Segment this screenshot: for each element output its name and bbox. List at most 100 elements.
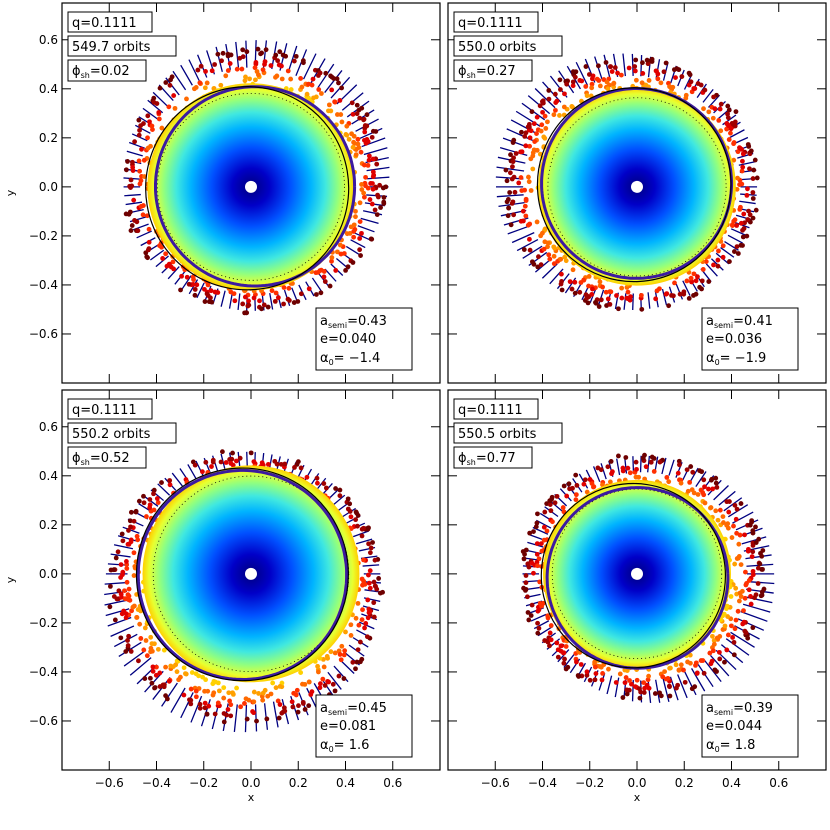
particle (518, 175, 524, 180)
particle (513, 151, 519, 156)
particle (540, 109, 545, 115)
particle (164, 263, 170, 269)
spoke-line (254, 704, 258, 732)
particle (625, 289, 631, 295)
spoke-line (511, 232, 535, 244)
particle (739, 181, 745, 187)
particle (720, 254, 726, 260)
particle (561, 660, 567, 666)
particle (644, 57, 650, 63)
particle (523, 213, 529, 219)
y-tick-label: 0.0 (39, 567, 58, 581)
particle (281, 285, 287, 290)
particle (652, 691, 658, 696)
particle (239, 66, 245, 72)
particle (711, 94, 717, 100)
particle (301, 60, 306, 66)
particle (596, 304, 602, 309)
x-tick-label: −0.4 (528, 776, 557, 790)
particle (726, 137, 732, 142)
spoke-line (741, 536, 767, 545)
particle (264, 716, 270, 722)
particle (544, 501, 550, 507)
particle (701, 477, 707, 483)
particle (570, 69, 576, 75)
particle (728, 126, 734, 132)
particle (326, 679, 332, 685)
particle (658, 80, 664, 86)
particle (526, 564, 532, 570)
particle (136, 658, 141, 664)
particle (259, 50, 265, 56)
particle (678, 662, 684, 668)
particle (648, 459, 654, 465)
y-tick-label: 0.4 (39, 82, 58, 96)
particle (353, 615, 359, 621)
particle (685, 488, 691, 494)
particle (178, 674, 183, 680)
particle (129, 223, 135, 228)
particle (321, 274, 327, 280)
particle (522, 203, 528, 209)
particle (608, 459, 614, 464)
particle (691, 86, 697, 91)
particle (348, 224, 354, 230)
spoke-line (142, 107, 159, 120)
particle (211, 678, 217, 684)
particle (720, 243, 726, 249)
particle (600, 284, 605, 290)
particle (708, 505, 714, 510)
particle (713, 508, 719, 514)
particle (202, 688, 207, 694)
particle (163, 664, 168, 670)
particle (320, 676, 326, 682)
particle (725, 521, 731, 527)
particle (317, 681, 323, 687)
particle (657, 459, 663, 465)
particle (535, 563, 540, 569)
particle (658, 693, 664, 699)
spoke-line (534, 88, 556, 109)
spoke-line (622, 53, 627, 77)
particle (572, 74, 578, 80)
particle (624, 687, 630, 693)
particle (649, 56, 655, 62)
particle (202, 700, 208, 706)
particle (573, 472, 579, 478)
particle (576, 674, 582, 679)
legend-q: q=0.1111 (453, 398, 539, 420)
particle (188, 701, 194, 707)
legend-q: q=0.1111 (67, 11, 153, 33)
particle (525, 610, 531, 615)
particle (202, 705, 208, 711)
particle (147, 675, 153, 681)
spoke-line (324, 268, 337, 282)
particle (291, 58, 297, 64)
particle (128, 509, 134, 515)
spoke-line (702, 88, 714, 103)
spoke-line (516, 238, 539, 252)
spoke-line (603, 54, 611, 79)
particle (317, 268, 323, 274)
particle (743, 582, 749, 588)
y-axis-label: y (4, 576, 17, 583)
particle (508, 222, 514, 228)
particle (157, 684, 163, 689)
particle (145, 135, 150, 141)
particle (289, 699, 295, 705)
particle (738, 501, 744, 506)
particle (223, 460, 229, 465)
particle (664, 475, 670, 480)
spoke-line (306, 687, 318, 710)
orbits-label: 550.5 orbits (458, 427, 537, 442)
particle (563, 666, 569, 672)
star-marker (631, 567, 643, 580)
particle (155, 646, 161, 652)
particle (146, 226, 152, 232)
particle (738, 242, 744, 248)
particle (522, 187, 528, 193)
particle (375, 194, 381, 200)
particle (277, 684, 283, 689)
particle (194, 282, 200, 288)
particle (298, 465, 304, 471)
